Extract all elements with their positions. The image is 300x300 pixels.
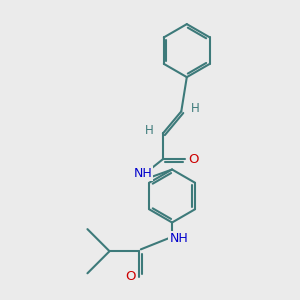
Text: H: H <box>145 124 153 137</box>
Text: H: H <box>191 102 200 115</box>
Text: NH: NH <box>133 167 152 180</box>
Text: NH: NH <box>169 232 188 245</box>
Text: O: O <box>126 271 136 284</box>
Text: O: O <box>188 153 198 166</box>
